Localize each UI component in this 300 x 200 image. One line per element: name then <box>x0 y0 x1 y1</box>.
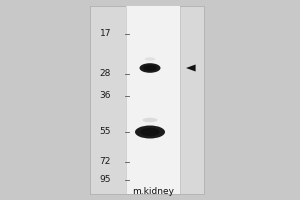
Text: 55: 55 <box>100 128 111 136</box>
Ellipse shape <box>142 118 158 122</box>
Ellipse shape <box>143 65 157 71</box>
Text: 17: 17 <box>100 29 111 38</box>
Text: 72: 72 <box>100 158 111 166</box>
Ellipse shape <box>145 57 155 61</box>
Text: 95: 95 <box>100 176 111 184</box>
Ellipse shape <box>140 128 160 136</box>
Text: m.kidney: m.kidney <box>132 188 174 196</box>
Text: 28: 28 <box>100 70 111 78</box>
Ellipse shape <box>135 126 165 138</box>
FancyBboxPatch shape <box>90 6 204 194</box>
Polygon shape <box>186 64 196 72</box>
FancyBboxPatch shape <box>126 6 180 194</box>
Text: 36: 36 <box>100 92 111 100</box>
Ellipse shape <box>140 63 160 73</box>
